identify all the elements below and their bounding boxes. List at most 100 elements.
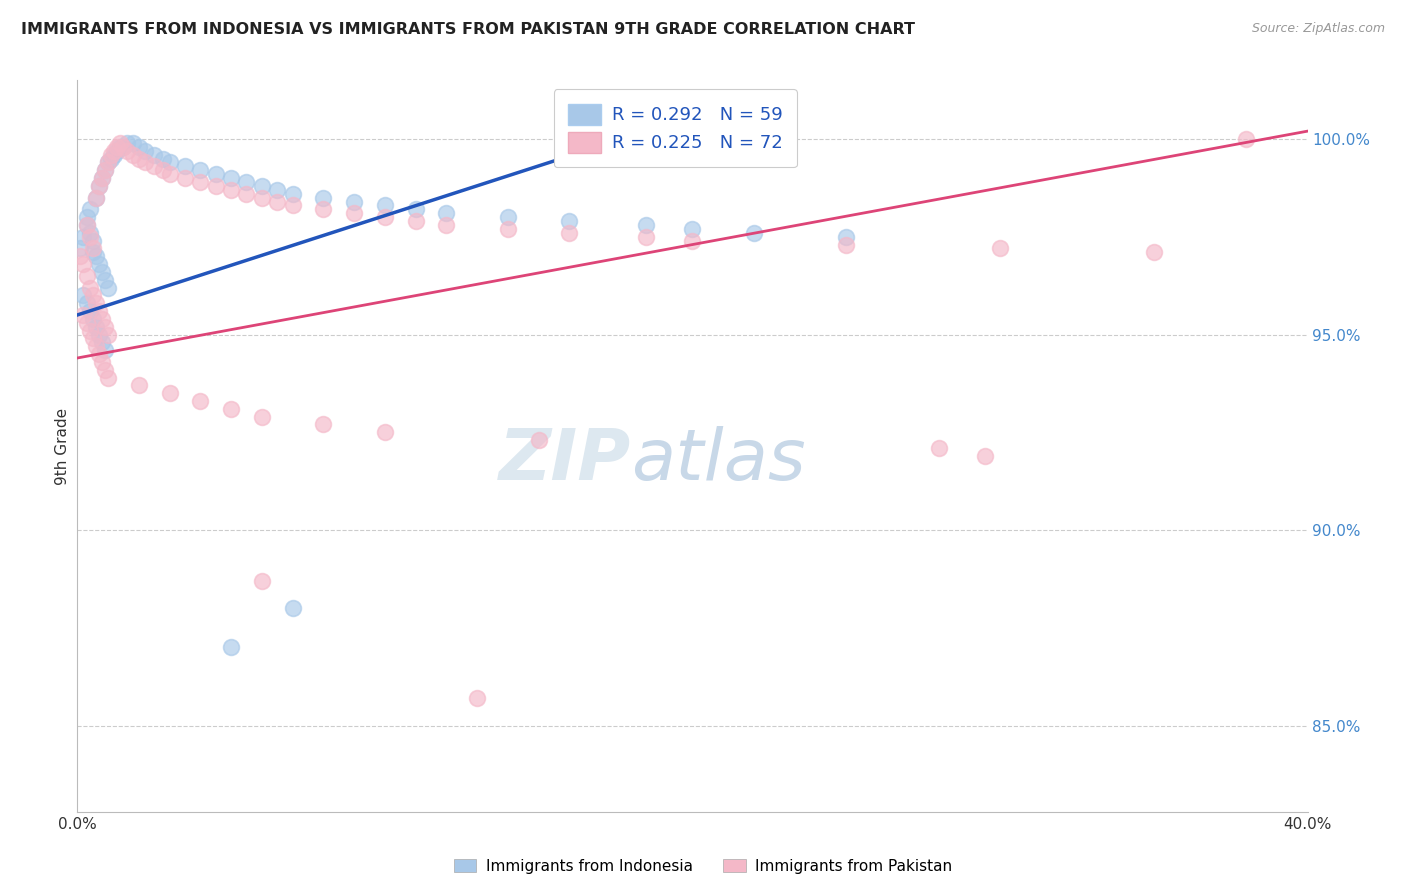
- Point: [405, 202, 427, 217]
- Point: [152, 163, 174, 178]
- Point: [72, 257, 94, 271]
- Point: [121, 136, 143, 150]
- Point: [94, 163, 117, 178]
- Point: [72, 288, 94, 302]
- Point: [128, 140, 150, 154]
- Legend: R = 0.292   N = 59, R = 0.225   N = 72: R = 0.292 N = 59, R = 0.225 N = 72: [554, 89, 797, 167]
- Point: [103, 144, 125, 158]
- Text: ZIP: ZIP: [499, 426, 631, 495]
- Point: [188, 394, 212, 409]
- Point: [94, 163, 117, 178]
- Point: [143, 159, 166, 173]
- Point: [128, 152, 150, 166]
- Point: [1143, 245, 1166, 260]
- Point: [281, 186, 304, 201]
- Point: [835, 237, 858, 252]
- Point: [312, 202, 335, 217]
- Point: [100, 147, 122, 161]
- Point: [835, 229, 858, 244]
- Point: [527, 433, 550, 447]
- Point: [82, 234, 104, 248]
- Point: [374, 198, 396, 212]
- Point: [204, 167, 226, 181]
- Point: [343, 206, 366, 220]
- Point: [374, 210, 396, 224]
- Point: [112, 140, 135, 154]
- Point: [250, 574, 273, 588]
- Text: atlas: atlas: [631, 426, 806, 495]
- Point: [134, 144, 156, 158]
- Point: [90, 335, 114, 350]
- Point: [82, 242, 104, 256]
- Point: [115, 144, 138, 158]
- Point: [266, 183, 288, 197]
- Point: [97, 327, 120, 342]
- Point: [76, 210, 98, 224]
- Point: [496, 222, 519, 236]
- Point: [90, 311, 114, 326]
- Point: [742, 226, 765, 240]
- Point: [87, 178, 110, 193]
- Point: [112, 140, 135, 154]
- Point: [988, 242, 1011, 256]
- Point: [219, 401, 242, 416]
- Point: [188, 163, 212, 178]
- Point: [219, 171, 242, 186]
- Point: [928, 441, 950, 455]
- Point: [79, 280, 101, 294]
- Point: [94, 362, 117, 376]
- Point: [235, 186, 257, 201]
- Point: [250, 191, 273, 205]
- Point: [76, 218, 98, 232]
- Point: [496, 210, 519, 224]
- Point: [79, 229, 101, 244]
- Point: [973, 449, 995, 463]
- Point: [174, 171, 197, 186]
- Point: [159, 155, 181, 169]
- Point: [174, 159, 197, 173]
- Point: [204, 178, 226, 193]
- Point: [312, 417, 335, 432]
- Point: [76, 296, 98, 310]
- Point: [134, 155, 156, 169]
- Point: [105, 140, 128, 154]
- Point: [219, 640, 242, 655]
- Point: [84, 319, 107, 334]
- Point: [159, 167, 181, 181]
- Point: [636, 218, 658, 232]
- Point: [465, 691, 488, 706]
- Point: [94, 343, 117, 358]
- Point: [84, 296, 107, 310]
- Point: [90, 355, 114, 369]
- Point: [103, 147, 125, 161]
- Point: [235, 175, 257, 189]
- Point: [97, 155, 120, 169]
- Point: [82, 245, 104, 260]
- Point: [636, 229, 658, 244]
- Point: [110, 140, 132, 154]
- Point: [343, 194, 366, 209]
- Point: [79, 202, 101, 217]
- Point: [1234, 132, 1257, 146]
- Point: [94, 273, 117, 287]
- Point: [250, 409, 273, 424]
- Point: [90, 171, 114, 186]
- Point: [84, 191, 107, 205]
- Point: [436, 218, 458, 232]
- Point: [84, 339, 107, 353]
- Point: [405, 214, 427, 228]
- Point: [87, 304, 110, 318]
- Point: [90, 171, 114, 186]
- Point: [115, 136, 138, 150]
- Text: IMMIGRANTS FROM INDONESIA VS IMMIGRANTS FROM PAKISTAN 9TH GRADE CORRELATION CHAR: IMMIGRANTS FROM INDONESIA VS IMMIGRANTS …: [21, 22, 915, 37]
- Point: [266, 194, 288, 209]
- Point: [79, 324, 101, 338]
- Point: [159, 386, 181, 401]
- Point: [281, 601, 304, 615]
- Point: [72, 308, 94, 322]
- Point: [76, 268, 98, 283]
- Point: [82, 288, 104, 302]
- Point: [84, 191, 107, 205]
- Point: [87, 178, 110, 193]
- Point: [121, 147, 143, 161]
